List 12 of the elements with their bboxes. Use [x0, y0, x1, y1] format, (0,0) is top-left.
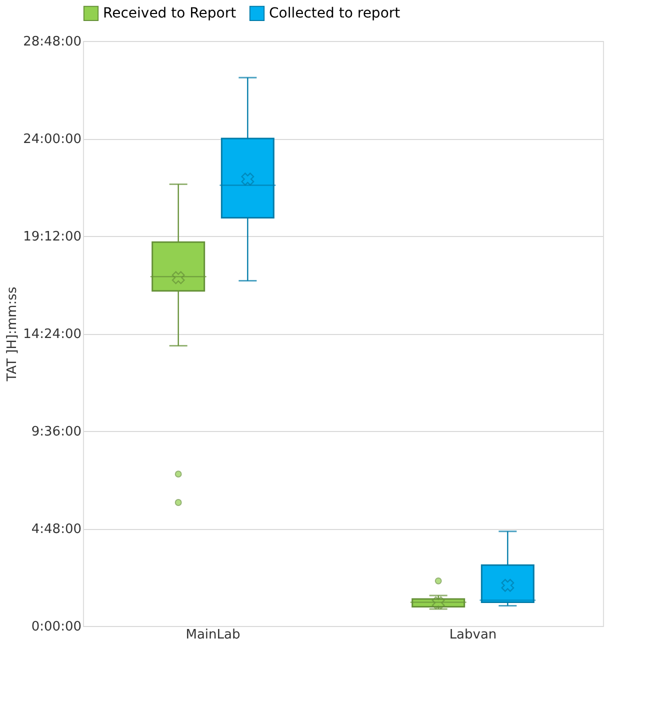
y-tick-label: 0:00:00 [31, 620, 82, 634]
y-tick-label: 24:00:00 [23, 132, 82, 147]
x-tick-label: MainLab [186, 628, 240, 642]
y-tick-label: 28:48:00 [23, 34, 82, 50]
y-tick-label: 14:24:00 [23, 327, 82, 342]
legend-label: Collected to report [269, 5, 401, 22]
y-tick-label: 9:36:00 [31, 424, 82, 440]
y-tick-label: 19:12:00 [23, 230, 82, 244]
x-tick-label: Labvan [449, 628, 497, 642]
legend-label: Received to Report [103, 5, 237, 22]
y-axis-title: TAT ]H]:mm:ss [5, 286, 20, 382]
y-tick-label: 4:48:00 [31, 522, 82, 537]
